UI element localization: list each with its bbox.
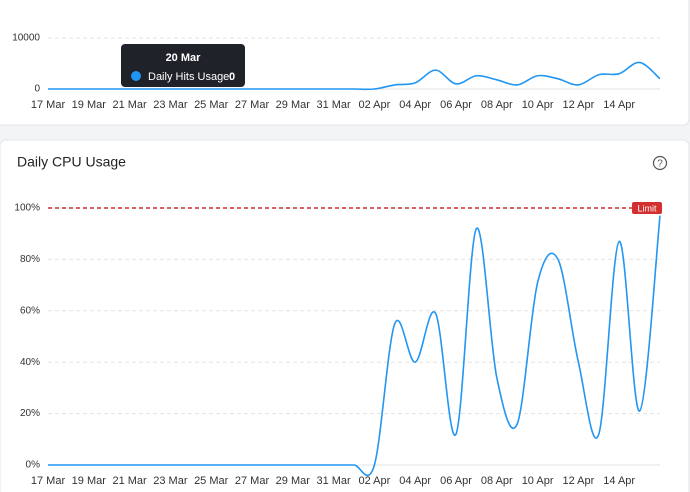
y-tick-label: 0% <box>26 460 41 471</box>
x-tick-label: 31 Mar <box>316 99 351 111</box>
y-tick-label: 0 <box>34 84 40 95</box>
data-line <box>48 61 661 91</box>
data-line <box>48 215 661 477</box>
x-tick-label: 08 Apr <box>481 99 513 111</box>
x-tick-label: 19 Mar <box>72 475 107 487</box>
x-tick-label: 06 Apr <box>440 475 472 487</box>
tooltip-label: Daily Hits Usage: <box>148 71 232 83</box>
x-tick-label: 21 Mar <box>112 475 147 487</box>
help-icon[interactable]: ? <box>652 155 668 171</box>
y-tick-label: 10000 <box>12 33 40 44</box>
x-tick-label: 25 Mar <box>194 475 229 487</box>
x-tick-label: 31 Mar <box>316 475 351 487</box>
x-tick-label: 29 Mar <box>276 99 311 111</box>
x-tick-label: 10 Apr <box>522 99 554 111</box>
x-tick-label: 14 Apr <box>603 99 635 111</box>
x-tick-label: 27 Mar <box>235 99 270 111</box>
x-tick-label: 08 Apr <box>481 475 513 487</box>
x-tick-label: 06 Apr <box>440 99 472 111</box>
y-tick-label: 20% <box>20 408 40 419</box>
y-tick-label: 100% <box>14 203 40 214</box>
tooltip: 20 Mar Daily Hits Usage:0 <box>121 44 245 87</box>
x-tick-label: 14 Apr <box>603 475 635 487</box>
help-mark[interactable]: ? <box>657 159 663 170</box>
tooltip-dot <box>131 71 141 81</box>
x-tick-label: 29 Mar <box>276 475 311 487</box>
x-tick-label: 19 Mar <box>72 99 107 111</box>
x-tick-label: 02 Apr <box>358 99 390 111</box>
cpu-card <box>0 139 690 492</box>
tooltip-title: 20 Mar <box>166 52 202 64</box>
limit-label: Limit <box>637 203 657 213</box>
y-tick-label: 60% <box>20 305 40 316</box>
y-tick-label: 40% <box>20 357 40 368</box>
limit-badge <box>632 202 662 214</box>
x-tick-label: 12 Apr <box>562 99 594 111</box>
x-tick-label: 04 Apr <box>399 475 431 487</box>
chart-title: Daily CPU Usage <box>17 154 126 170</box>
x-tick-label: 27 Mar <box>235 475 270 487</box>
x-tick-label: 12 Apr <box>562 475 594 487</box>
help-circle[interactable] <box>652 155 668 171</box>
hits-card <box>0 0 690 126</box>
x-tick-label: 21 Mar <box>112 99 147 111</box>
tooltip-box <box>121 44 245 87</box>
y-tick-label: 80% <box>20 254 40 265</box>
x-tick-label: 10 Apr <box>522 475 554 487</box>
x-tick-label: 25 Mar <box>194 99 229 111</box>
x-tick-label: 23 Mar <box>153 99 188 111</box>
x-tick-label: 23 Mar <box>153 475 188 487</box>
tooltip-value: 0 <box>229 71 235 83</box>
x-tick-label: 17 Mar <box>31 475 66 487</box>
x-tick-label: 02 Apr <box>358 475 390 487</box>
x-tick-label: 17 Mar <box>31 99 66 111</box>
x-tick-label: 04 Apr <box>399 99 431 111</box>
